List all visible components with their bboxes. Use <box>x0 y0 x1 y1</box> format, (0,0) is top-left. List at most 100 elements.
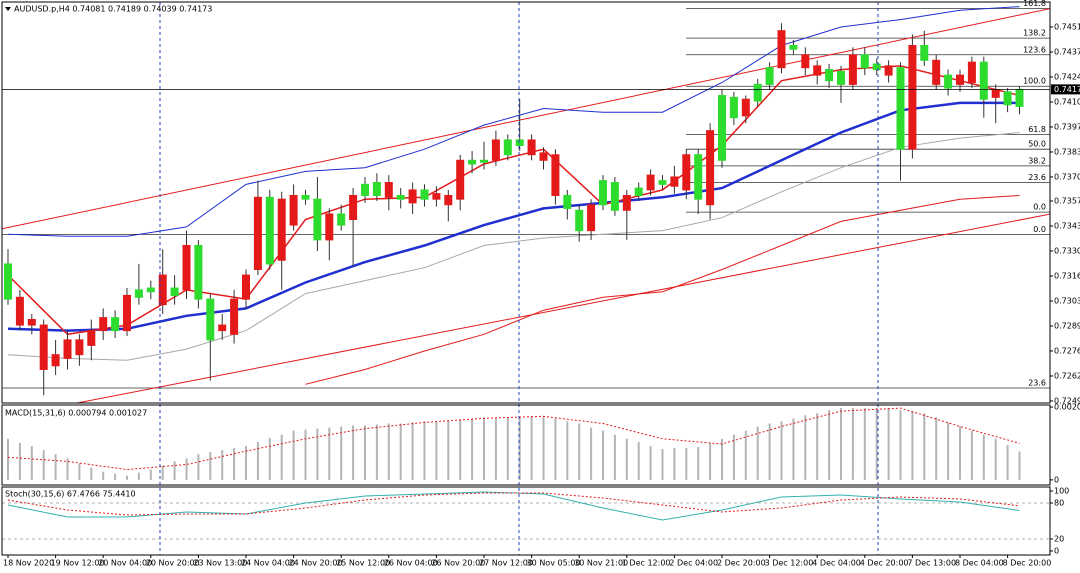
candle-body <box>242 274 250 300</box>
x-tick-label: 23 Nov 13:00 <box>193 559 247 568</box>
macd-bar <box>387 423 390 480</box>
candle-body <box>230 298 239 335</box>
macd-bar <box>911 411 914 480</box>
macd-bar <box>566 421 569 480</box>
macd-bar <box>114 473 117 480</box>
fib-label: 0.0 <box>1033 225 1046 234</box>
fib-label: 23.6 <box>1028 379 1046 388</box>
macd-bar <box>66 458 69 480</box>
macd-bar <box>744 430 747 480</box>
macd-bar <box>923 413 926 480</box>
stoch-panel-layer <box>2 491 1050 540</box>
trendline <box>2 8 1050 230</box>
macd-title: MACD(15,31,6) 0.000794 0.001027 <box>5 409 147 418</box>
candle-body <box>503 139 512 156</box>
candle-body <box>468 159 477 165</box>
candle-body <box>123 294 131 332</box>
candle-body <box>15 296 24 326</box>
candle-body <box>1003 91 1012 106</box>
candle-body <box>932 59 941 85</box>
macd-bar <box>851 408 854 480</box>
candle-body <box>396 194 405 200</box>
candle-body <box>694 154 703 200</box>
x-tick-label: 26 Nov 04:00 <box>384 559 438 568</box>
x-tick-label: 2 Dec 04:00 <box>669 559 718 568</box>
x-tick-label: 8 Dec 20:00 <box>1003 559 1052 568</box>
macd-bar <box>197 454 200 480</box>
candle-body <box>539 152 548 161</box>
candle-body <box>944 74 953 89</box>
macd-bar <box>1018 451 1021 480</box>
candle-body <box>599 180 607 206</box>
candle-body <box>777 30 786 69</box>
candle-body <box>658 180 667 185</box>
macd-bar <box>18 442 21 480</box>
main-panel-layer <box>2 6 1050 403</box>
macd-bar <box>875 408 878 480</box>
x-tick-label: 4 Dec 20:00 <box>860 559 909 568</box>
macd-bar <box>316 428 319 480</box>
macd-bar <box>590 427 593 480</box>
candle-body <box>634 187 643 196</box>
macd-bar <box>268 437 271 480</box>
candle-body <box>610 182 619 211</box>
last-price-label: 0.74173 <box>1054 85 1080 94</box>
macd-bar <box>959 426 961 480</box>
macd-bar <box>542 416 545 480</box>
stoch-title: Stoch(30,15,6) 67.4766 75.4410 <box>5 490 136 499</box>
candle-body <box>729 96 738 119</box>
macd-bar <box>90 467 93 480</box>
y-tick-label: 20 <box>1054 534 1064 543</box>
candle-body <box>515 139 524 146</box>
candle-body <box>551 154 560 196</box>
macd-bar <box>126 475 128 480</box>
macd-bar <box>899 410 902 480</box>
y-tick-label: 0 <box>1054 475 1059 484</box>
fib-label: 123.6 <box>1023 45 1046 54</box>
macd-bar <box>887 408 890 480</box>
macd-bar <box>613 434 616 480</box>
candle-body <box>87 330 96 346</box>
macd-bar <box>471 419 474 480</box>
candle-body <box>111 317 120 332</box>
candle-body <box>682 154 691 191</box>
y-tick-label: 0.74375 <box>1054 47 1080 56</box>
candle-body <box>218 324 227 332</box>
macd-bar <box>970 430 973 480</box>
trendline <box>74 213 1050 403</box>
fib-label: 61.8 <box>1028 125 1046 134</box>
candle-body <box>991 89 1000 98</box>
macd-bar <box>340 426 343 480</box>
stoch-main <box>7 491 1020 521</box>
candle-body <box>27 319 36 326</box>
indicator-line <box>7 6 1020 237</box>
candle-body <box>408 189 417 204</box>
macd-bar <box>483 418 485 480</box>
candle-body <box>491 139 500 161</box>
macd-bar <box>947 422 950 480</box>
candle-body <box>170 287 179 296</box>
candle-body <box>182 244 191 291</box>
candle-body <box>1015 88 1024 107</box>
macd-bar <box>756 426 759 480</box>
macd-bar <box>994 438 997 480</box>
candle-body <box>563 194 572 209</box>
x-tick-label: 2 Dec 20:00 <box>717 559 766 568</box>
candle-body <box>75 339 84 356</box>
macd-bar <box>661 449 664 480</box>
candle-body <box>480 159 488 163</box>
macd-bar <box>78 463 81 480</box>
candle-body <box>967 61 976 84</box>
chart-title: AUDUSD.p,H4 0.74081 0.74189 0.74039 0.74… <box>14 5 212 14</box>
fib-label: 161.8 <box>1023 0 1046 8</box>
x-tick-label: 30 Nov 05:00 <box>527 559 581 568</box>
candle-body <box>325 213 334 241</box>
macd-bar <box>185 458 188 480</box>
candle-body <box>301 194 310 200</box>
x-tick-label: 1 Dec 12:00 <box>622 559 671 568</box>
macd-bar <box>578 423 581 480</box>
y-tick-label: 100 <box>1054 487 1069 496</box>
